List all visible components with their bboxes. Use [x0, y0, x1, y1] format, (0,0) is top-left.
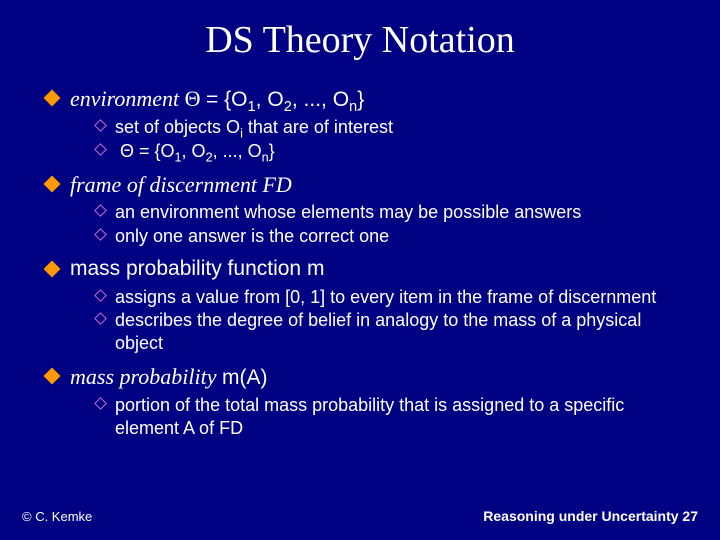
sub-bullet-text: only one answer is the correct one [115, 225, 389, 248]
content-area: environment Θ = {O1, O2, ..., On} set of … [28, 86, 692, 439]
sub-bullet-item: an environment whose elements may be pos… [96, 201, 692, 224]
sub-bullet-item: portion of the total mass probability th… [96, 394, 692, 439]
sub-diamond-bullet-icon [94, 312, 107, 325]
diamond-bullet-icon [44, 176, 61, 193]
bullet-item: frame of discernment FD [42, 172, 692, 197]
bullet-item: mass probability function m [42, 257, 692, 281]
footer-page-info: Reasoning under Uncertainty 27 [483, 508, 698, 524]
bullet-item: mass probability m(A) [42, 364, 692, 390]
sub-diamond-bullet-icon [94, 119, 107, 132]
diamond-bullet-icon [44, 368, 61, 385]
sub-bullet-item: describes the degree of belief in analog… [96, 309, 692, 354]
slide-title: DS Theory Notation [28, 18, 692, 62]
bullet-item: environment Θ = {O1, O2, ..., On} [42, 86, 692, 112]
bullet-text: frame of discernment FD [70, 172, 292, 197]
sub-bullet-item: assigns a value from [0, 1] to every ite… [96, 286, 692, 309]
sub-diamond-bullet-icon [94, 289, 107, 302]
sub-bullet-item: set of objects Oi that are of interest [96, 116, 692, 139]
bullet-text: mass probability m(A) [70, 364, 267, 390]
sub-bullet-list: assigns a value from [0, 1] to every ite… [96, 286, 692, 355]
sub-bullet-text: an environment whose elements may be pos… [115, 201, 581, 224]
diamond-bullet-icon [44, 261, 61, 278]
slide: DS Theory Notation environment Θ = {O1, … [0, 0, 720, 540]
sub-bullet-text: portion of the total mass probability th… [115, 394, 692, 439]
sub-diamond-bullet-icon [94, 228, 107, 241]
sub-bullet-item: Θ = {O1, O2, ..., On} [96, 140, 692, 163]
sub-bullet-list: portion of the total mass probability th… [96, 394, 692, 439]
sub-bullet-list: an environment whose elements may be pos… [96, 201, 692, 247]
sub-diamond-bullet-icon [94, 205, 107, 218]
sub-bullet-text: Θ = {O1, O2, ..., On} [115, 140, 275, 163]
sub-diamond-bullet-icon [94, 143, 107, 156]
diamond-bullet-icon [44, 90, 61, 107]
sub-bullet-item: only one answer is the correct one [96, 225, 692, 248]
sub-bullet-list: set of objects Oi that are of interest Θ… [96, 116, 692, 162]
bullet-text: mass probability function m [70, 257, 324, 281]
sub-bullet-text: assigns a value from [0, 1] to every ite… [115, 286, 656, 309]
sub-bullet-text: describes the degree of belief in analog… [115, 309, 692, 354]
bullet-text: environment Θ = {O1, O2, ..., On} [70, 86, 364, 112]
sub-diamond-bullet-icon [94, 397, 107, 410]
footer-copyright: © C. Kemke [22, 509, 92, 524]
sub-bullet-text: set of objects Oi that are of interest [115, 116, 393, 139]
